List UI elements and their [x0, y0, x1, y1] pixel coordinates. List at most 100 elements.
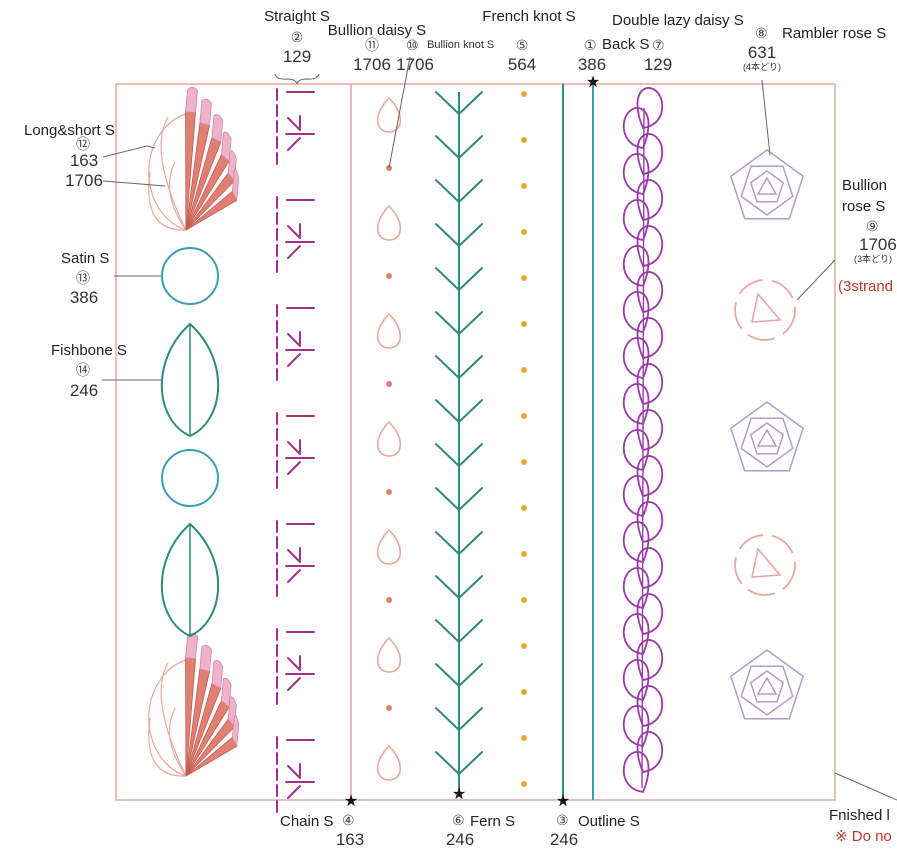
bullion-daisy-number: ⑪ — [365, 37, 379, 53]
bullion-daisy-motif — [376, 528, 402, 565]
satin-stitch-circle — [161, 449, 219, 507]
lazy-daisy-petal — [622, 245, 650, 287]
long-short-label: Long&short S — [24, 122, 115, 139]
lazy-daisy-petal — [622, 153, 650, 195]
bullion-knot-thread: 1706 — [396, 55, 434, 74]
fern-v — [435, 135, 483, 159]
rambler-rose-strands: (4本どり) — [743, 62, 781, 72]
fern-v — [435, 487, 483, 511]
bullion-knot-dot — [386, 489, 392, 495]
lazy-daisy-petal — [622, 613, 650, 655]
rambler-rose-label: Rambler rose S — [782, 25, 887, 42]
fern-v — [435, 267, 483, 291]
leader-lines — [102, 56, 897, 801]
fern-v — [435, 663, 483, 687]
satin-stitch-label: Satin S — [61, 250, 110, 267]
lazy-daisy-petal — [622, 705, 650, 747]
french-knot-column — [521, 91, 527, 787]
outline-stitch-thread: 246 — [549, 830, 579, 849]
start-stars: ★ ★ ★ ★ — [344, 72, 600, 810]
bullion-rose-number: ⑨ — [866, 218, 879, 234]
bullion-daisy-motif — [376, 420, 402, 457]
bullion-rose-thread: 1706 — [859, 235, 897, 254]
finished-line-frame — [115, 83, 836, 801]
rambler-rose — [730, 401, 804, 472]
svg-text:★: ★ — [452, 784, 466, 803]
long-stitch-tip — [199, 644, 212, 673]
long-short-thread-2: 1706 — [65, 171, 103, 190]
lazy-daisy-petal — [622, 567, 650, 609]
double-lazy-daisy-label: Double lazy daisy S — [612, 12, 744, 29]
fern-v — [435, 531, 483, 555]
fern-v — [435, 443, 483, 467]
french-knot-dot — [521, 229, 527, 235]
satin-stitch-circle — [161, 247, 219, 305]
lazy-daisy-petal — [636, 685, 664, 727]
straight-stitch-thread: 129 — [282, 47, 312, 66]
french-knot-dot — [521, 597, 527, 603]
lazy-daisy-petal — [636, 501, 664, 543]
bullion-rose-strands: (3本どり) — [854, 254, 892, 264]
french-knot-dot — [521, 137, 527, 143]
back-stitch-label: Back S — [602, 36, 650, 53]
fern-v — [435, 311, 483, 335]
french-knot-label: French knot S — [482, 8, 576, 25]
bullion-rose — [734, 534, 796, 596]
bullion-knot-dot — [386, 273, 392, 279]
lazy-daisy-petal — [636, 639, 664, 681]
lazy-daisy-petal — [622, 199, 650, 241]
rose-column — [730, 149, 804, 720]
bullion-daisy-motif — [376, 636, 402, 673]
lazy-daisy-petal — [622, 383, 650, 425]
lazy-daisy-petal — [636, 363, 664, 405]
lazy-daisy-petal — [622, 475, 650, 517]
french-knot-dot — [521, 505, 527, 511]
rambler-rose — [730, 649, 804, 720]
straight-stitch-motif — [276, 304, 315, 381]
outline-stitch-number: ③ — [556, 812, 569, 828]
bullion-daisy-label: Bullion daisy S — [327, 22, 427, 39]
french-knot-dot — [521, 735, 527, 741]
lazy-daisy-petal — [636, 455, 664, 497]
fishbone-stitch-number: ⑭ — [76, 362, 90, 378]
french-knot-dot — [521, 275, 527, 281]
lazy-daisy-petal — [636, 547, 664, 589]
bullion-knot-dot — [386, 705, 392, 711]
svg-text:★: ★ — [556, 791, 570, 810]
bullion-knot-dot — [386, 381, 392, 387]
long-stitch-tip — [220, 131, 232, 163]
long-short-motif — [148, 632, 240, 777]
fishbone-leaf — [160, 322, 220, 438]
french-knot-dot — [521, 91, 527, 97]
lazy-daisy-petal — [622, 107, 650, 149]
back-stitch-number: ① — [584, 37, 597, 53]
fern-v — [435, 751, 483, 775]
french-knot-dot — [521, 781, 527, 787]
note-text: ※ Do no — [835, 828, 892, 845]
french-knot-thread: 564 — [507, 55, 537, 74]
bullion-daisy-thread: 1706 — [353, 55, 391, 74]
satin-stitch-thread: 386 — [69, 288, 99, 307]
double-lazy-daisy-column — [622, 87, 664, 793]
chain-stitch-thread: 163 — [335, 830, 365, 849]
fern-stitch-label: Fern S — [470, 813, 516, 830]
bullion-daisy-motif — [376, 96, 402, 133]
french-knot-dot — [521, 459, 527, 465]
straight-stitch-motif — [276, 736, 315, 813]
french-knot-dot — [521, 321, 527, 327]
bullion-daisy-motif — [376, 204, 402, 241]
bullion-daisy-motif — [376, 312, 402, 349]
lazy-daisy-petal — [636, 409, 664, 451]
lazy-daisy-petal — [622, 521, 650, 563]
satin-stitch-number: ⑬ — [76, 270, 90, 286]
chain-stitch-number: ④ — [342, 812, 355, 828]
french-knot-dot — [521, 551, 527, 557]
fern-v — [435, 355, 483, 379]
long-stitch-tip — [199, 98, 212, 127]
double-lazy-daisy-thread: 129 — [643, 55, 673, 74]
lazy-daisy-petal — [636, 317, 664, 359]
finished-line-label: Fnished l — [829, 807, 890, 824]
lazy-daisy-petal — [636, 271, 664, 313]
long-short-thread-1: 163 — [69, 151, 99, 170]
lazy-daisy-petal — [622, 291, 650, 333]
